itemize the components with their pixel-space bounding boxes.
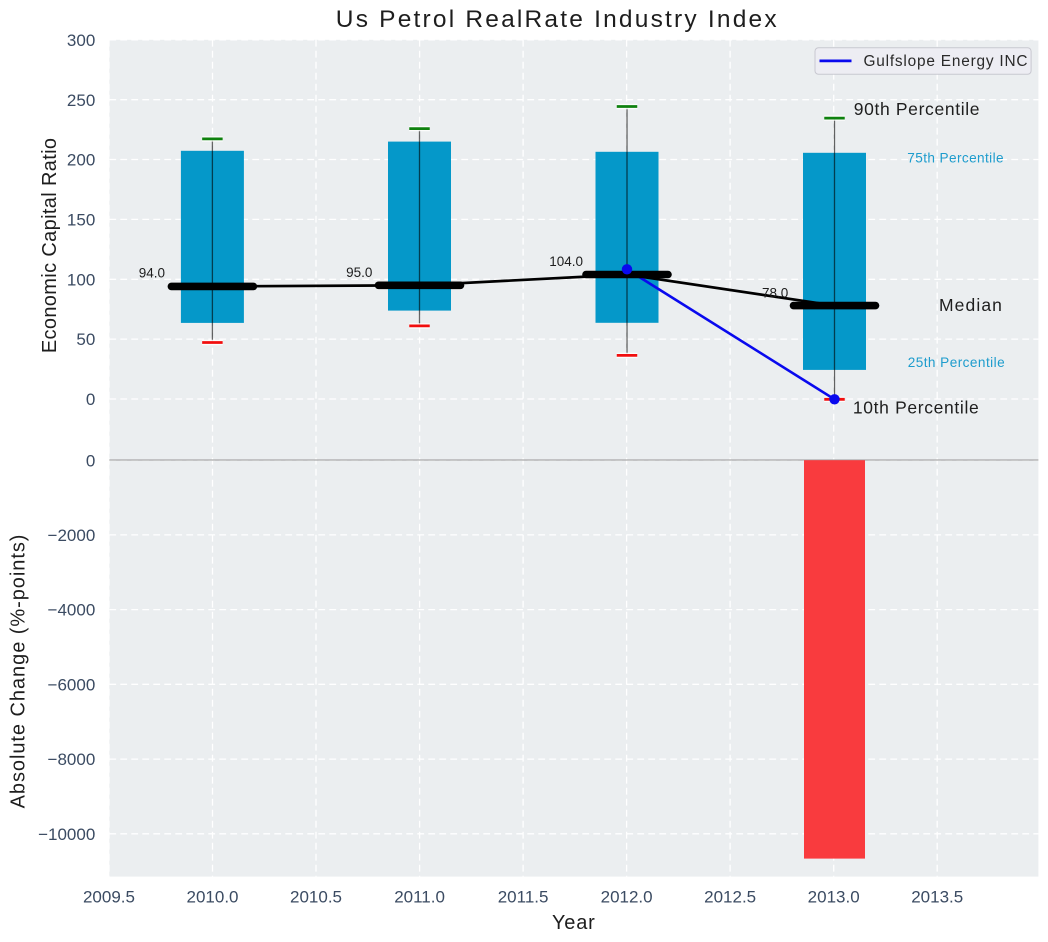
svg-text:78.0: 78.0 xyxy=(762,285,788,300)
svg-text:2012.5: 2012.5 xyxy=(704,888,756,907)
svg-text:2010.0: 2010.0 xyxy=(187,888,239,907)
svg-text:−10000: −10000 xyxy=(38,825,95,844)
svg-text:100: 100 xyxy=(67,270,95,289)
svg-text:2012.0: 2012.0 xyxy=(601,888,653,907)
svg-text:75th Percentile: 75th Percentile xyxy=(907,151,1004,166)
svg-text:2011.5: 2011.5 xyxy=(498,888,549,907)
svg-text:Year: Year xyxy=(552,912,596,934)
svg-text:95.0: 95.0 xyxy=(346,265,372,280)
svg-text:Median: Median xyxy=(939,295,1003,315)
svg-text:50: 50 xyxy=(76,330,95,349)
svg-text:94.0: 94.0 xyxy=(139,265,165,280)
svg-text:2009.5: 2009.5 xyxy=(83,888,135,907)
svg-text:90th Percentile: 90th Percentile xyxy=(854,99,981,119)
svg-text:0: 0 xyxy=(86,451,95,470)
svg-text:0: 0 xyxy=(86,390,95,409)
svg-text:−2000: −2000 xyxy=(48,526,96,545)
svg-text:200: 200 xyxy=(67,151,95,170)
svg-text:Gulfslope Energy INC: Gulfslope Energy INC xyxy=(864,53,1029,70)
svg-text:10th Percentile: 10th Percentile xyxy=(853,398,980,418)
svg-text:−8000: −8000 xyxy=(48,750,96,769)
svg-text:150: 150 xyxy=(67,211,95,230)
svg-text:−4000: −4000 xyxy=(48,601,96,620)
svg-text:2013.0: 2013.0 xyxy=(808,888,860,907)
svg-text:2010.5: 2010.5 xyxy=(290,888,342,907)
svg-text:Us Petrol RealRate Industry In: Us Petrol RealRate Industry Index xyxy=(336,6,779,33)
svg-text:Absolute Change (%-points): Absolute Change (%-points) xyxy=(8,534,30,809)
svg-text:104.0: 104.0 xyxy=(549,254,583,269)
svg-text:250: 250 xyxy=(67,91,95,110)
svg-text:25th Percentile: 25th Percentile xyxy=(908,355,1005,370)
svg-text:−6000: −6000 xyxy=(48,675,96,694)
svg-text:2011.0: 2011.0 xyxy=(394,888,445,907)
svg-text:300: 300 xyxy=(67,31,95,50)
svg-text:Economic Capital Ratio: Economic Capital Ratio xyxy=(39,138,61,354)
svg-text:2013.5: 2013.5 xyxy=(911,888,963,907)
